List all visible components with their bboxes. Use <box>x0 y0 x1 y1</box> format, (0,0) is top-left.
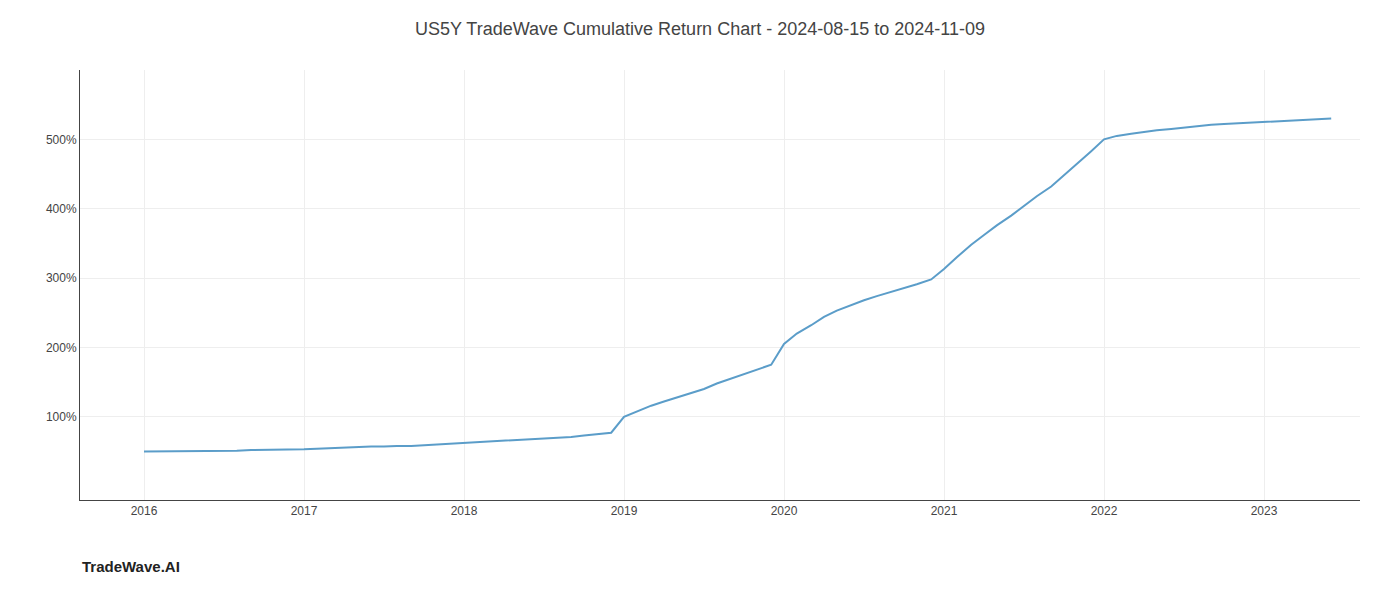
svg-text:500%: 500% <box>46 133 77 147</box>
svg-text:200%: 200% <box>46 341 77 355</box>
svg-text:TradeWave.AI: TradeWave.AI <box>82 558 180 575</box>
svg-text:2017: 2017 <box>291 504 318 518</box>
svg-text:2019: 2019 <box>611 504 638 518</box>
svg-text:2022: 2022 <box>1091 504 1118 518</box>
svg-text:2016: 2016 <box>131 504 158 518</box>
svg-text:US5Y TradeWave Cumulative Retu: US5Y TradeWave Cumulative Return Chart -… <box>415 19 985 39</box>
svg-text:2021: 2021 <box>931 504 958 518</box>
svg-text:2023: 2023 <box>1251 504 1278 518</box>
svg-text:2018: 2018 <box>451 504 478 518</box>
svg-text:100%: 100% <box>46 410 77 424</box>
svg-text:400%: 400% <box>46 202 77 216</box>
svg-text:300%: 300% <box>46 271 77 285</box>
svg-text:2020: 2020 <box>771 504 798 518</box>
